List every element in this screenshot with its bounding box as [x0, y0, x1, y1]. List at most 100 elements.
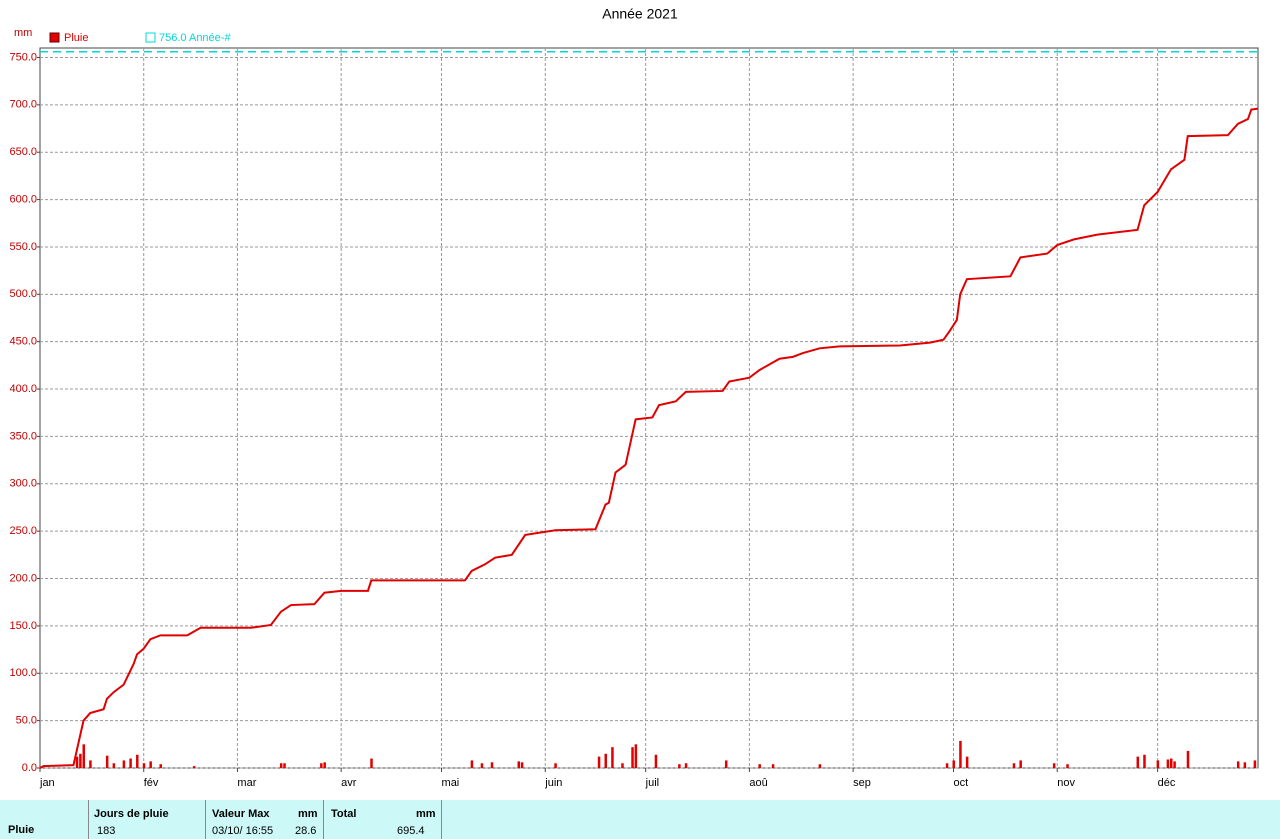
bar — [611, 747, 614, 768]
bar — [724, 760, 728, 768]
y-tick-label: 150.0 — [9, 620, 37, 632]
cell: 183 — [97, 825, 116, 837]
bar — [323, 762, 326, 768]
cell: 03/10/ 16:55 — [212, 825, 274, 837]
bar — [480, 763, 484, 768]
bar — [1170, 758, 1173, 768]
header: mm — [416, 808, 436, 820]
separator — [323, 800, 324, 839]
y-tick-label: 450.0 — [9, 336, 37, 348]
bar — [75, 756, 79, 768]
bar — [517, 761, 520, 768]
y-tick-label: 650.0 — [9, 146, 37, 158]
plot-area — [39, 47, 1259, 769]
y-tick-label: 400.0 — [9, 383, 37, 395]
bar — [1066, 764, 1069, 768]
y-tick-label: 200.0 — [9, 572, 37, 584]
bar — [1186, 750, 1190, 768]
bar — [604, 753, 607, 768]
separator — [205, 800, 206, 839]
bar — [142, 763, 146, 768]
y-tick-label: 50.0 — [16, 715, 37, 727]
x-tick-label: oct — [954, 777, 969, 789]
bar — [1243, 762, 1247, 768]
bar — [283, 763, 286, 768]
bar — [597, 756, 601, 768]
header: Valeur Max — [212, 808, 270, 820]
bar — [684, 763, 688, 768]
header: Total — [331, 808, 357, 820]
y-tick-label: 300.0 — [9, 478, 37, 490]
bar — [136, 754, 139, 768]
bar — [1253, 760, 1257, 768]
bar — [320, 763, 323, 768]
x-tick-label: juin — [544, 777, 562, 789]
x-tick-label: mar — [237, 777, 256, 789]
x-tick-label: sep — [853, 777, 871, 789]
row-label: Pluie — [8, 824, 35, 836]
x-tick-label: avr — [341, 777, 357, 789]
x-tick-label: nov — [1057, 777, 1075, 789]
bar — [149, 761, 152, 768]
bar — [1012, 763, 1016, 768]
y-tick-label: 600.0 — [9, 193, 37, 205]
y-tick-label: 0.0 — [22, 762, 37, 774]
y-axis-unit: mm — [14, 27, 32, 39]
bar — [520, 762, 524, 768]
y-tick-label: 550.0 — [9, 241, 37, 253]
chart-title: Année 2021 — [602, 6, 678, 22]
y-tick-label: 750.0 — [9, 51, 37, 63]
bar — [678, 764, 681, 768]
legend-label: Pluie — [64, 32, 88, 44]
chart: Année 2021 mm 0.0 50.0 100.0 150.0 200.0 250.… — [9, 6, 1259, 789]
legend-swatch — [49, 32, 60, 43]
legend-label: 756.0 Année-# — [159, 32, 231, 44]
y-tick-label: 500.0 — [9, 288, 37, 300]
separator — [441, 800, 442, 839]
bar — [959, 740, 962, 768]
y-tick-label: 100.0 — [9, 667, 37, 679]
cumulative-line — [39, 107, 1259, 769]
bar — [112, 763, 116, 768]
y-tick-label: 700.0 — [9, 99, 37, 111]
bar — [192, 766, 196, 768]
bar — [1173, 761, 1176, 768]
header: mm — [298, 808, 318, 820]
bar — [129, 758, 132, 768]
cell: 28.6 — [295, 825, 317, 837]
bar — [490, 762, 494, 768]
separator — [88, 800, 89, 839]
bar — [82, 744, 85, 768]
header: Jours de pluie — [94, 808, 169, 820]
bar — [1156, 760, 1160, 768]
legend-swatch — [145, 32, 156, 43]
bar — [470, 760, 474, 768]
cell: 695.4 — [397, 825, 425, 837]
bar — [1052, 763, 1056, 768]
x-tick-label: déc — [1158, 777, 1176, 789]
bar — [1136, 756, 1140, 768]
bar — [159, 764, 162, 768]
bar — [952, 760, 955, 768]
x-tick-label: aoû — [749, 777, 767, 789]
x-tick-label: jan — [39, 777, 55, 789]
bar — [621, 763, 624, 768]
bar — [1019, 760, 1022, 768]
bar — [1236, 761, 1240, 768]
x-tick-label: fév — [144, 777, 159, 789]
bar — [945, 763, 949, 768]
bar — [1143, 754, 1146, 768]
bar — [79, 753, 82, 768]
bar — [370, 758, 373, 768]
bar — [554, 763, 557, 768]
y-tick-label: 250.0 — [9, 525, 37, 537]
bar — [631, 747, 634, 768]
x-tick-label: juil — [645, 777, 659, 789]
bar — [1166, 759, 1170, 768]
x-tick-label: mai — [442, 777, 460, 789]
y-tick-label: 350.0 — [9, 430, 37, 442]
bar — [634, 744, 638, 768]
bar — [89, 760, 92, 768]
bar — [965, 756, 969, 768]
